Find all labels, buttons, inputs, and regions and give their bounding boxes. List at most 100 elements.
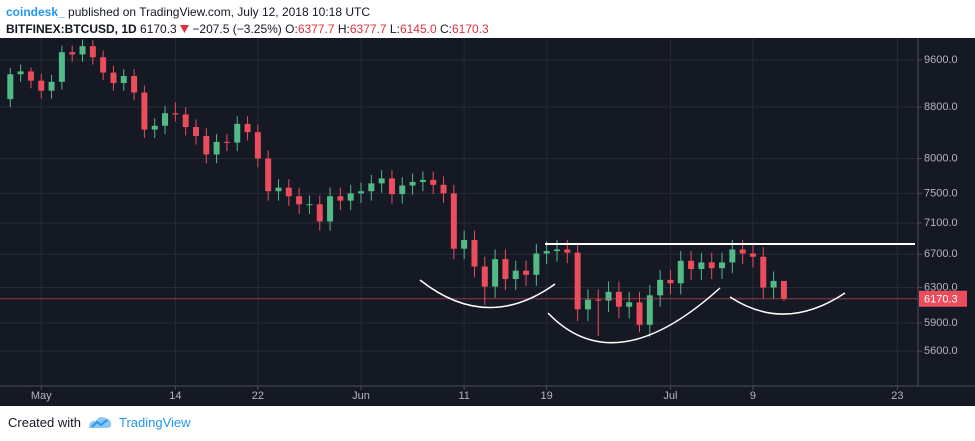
candle-body (419, 179, 426, 182)
y-tick-label: 6700.0 (924, 248, 958, 260)
candle-body (100, 57, 107, 73)
candle-body (358, 191, 365, 194)
x-tick-label: 11 (458, 390, 469, 402)
candle-body (131, 76, 138, 93)
annotations (419, 243, 915, 344)
source[interactable]: coindesk_ (6, 5, 65, 19)
candle-body (760, 256, 767, 288)
candle-body (770, 280, 777, 288)
background (0, 38, 975, 406)
candle-body (688, 260, 695, 269)
candle-body (729, 249, 736, 263)
candle-body (440, 184, 447, 194)
candle-body (244, 123, 251, 133)
candle-body (58, 52, 65, 82)
candle-body (151, 125, 158, 130)
high-label: H: (337, 22, 350, 36)
candle-body (553, 249, 560, 252)
candle-body (337, 196, 344, 201)
candle-body (502, 259, 509, 280)
candle-body (275, 187, 282, 192)
candle-body (296, 196, 303, 205)
candle-body (481, 266, 488, 287)
candle-body (141, 92, 148, 130)
candle-body (17, 71, 24, 75)
logo[interactable] (87, 414, 113, 430)
x-tick-label: Jul (663, 390, 677, 402)
y-tick-label: 7500.0 (924, 187, 958, 199)
candle-body (523, 270, 530, 275)
x-tick-label: May (31, 390, 52, 402)
symbol: BITFINEX:BTCUSD, 1D (6, 22, 137, 36)
low: 6145.0 (399, 22, 437, 36)
grid (0, 38, 918, 386)
pattern-curve (547, 287, 721, 344)
candle-body (657, 279, 664, 296)
close-label: C: (439, 22, 452, 36)
candle-body (543, 251, 550, 254)
candle-body (388, 178, 395, 195)
y-tick-label: 8000.0 (924, 152, 958, 164)
x-tick-label: 23 (891, 390, 903, 402)
candle-body (7, 74, 14, 100)
open-label: O: (285, 22, 298, 36)
axes: 5600.0 5900.0 6300.0 6700.0 7100.0 7500.0 8000… (31, 54, 967, 402)
candle-body (533, 253, 540, 275)
candle-body (564, 249, 571, 253)
low-label: L: (389, 22, 400, 36)
candle-body (316, 204, 323, 222)
candle-body (605, 291, 612, 301)
header: coindesk_ published on TradingView.com, … (6, 0, 966, 38)
candles (0, 39, 918, 337)
candle-body (749, 253, 756, 257)
candle-body (172, 113, 179, 115)
candle-body (461, 239, 468, 249)
published: published on TradingView.com, July 12, 2… (68, 5, 371, 19)
candle-body (512, 270, 519, 280)
open: 6377.7 (297, 22, 335, 36)
y-tick-label: 5900.0 (924, 317, 958, 329)
candle-body (203, 136, 210, 155)
candle-body (162, 113, 169, 126)
candle-body (120, 76, 127, 84)
header-line: BITFINEX:BTCUSD, 1D 6170.3 −207.5 (−3.25… (6, 22, 489, 36)
candle-body (48, 81, 55, 91)
candle-body (409, 181, 416, 186)
candle-body (223, 141, 230, 143)
last-price-box (919, 290, 967, 307)
x-tick-label: 19 (541, 390, 553, 402)
candle-body (739, 249, 746, 254)
candle-body (38, 80, 45, 91)
candle-body (492, 259, 499, 287)
candle-body (182, 114, 189, 128)
candle-body (254, 132, 261, 159)
y-tick-label: 5600.0 (924, 345, 958, 357)
candle-body (646, 295, 653, 325)
pattern-curve (729, 292, 846, 315)
candle-body (698, 262, 705, 269)
brand[interactable]: TradingView (118, 414, 191, 430)
candle-body (430, 179, 437, 185)
y-tick-label: 7100.0 (924, 217, 958, 229)
header-line: coindesk_ published on TradingView.com, … (6, 5, 370, 19)
pattern-curve (419, 279, 556, 309)
candle-body (306, 204, 313, 206)
candle-body (719, 262, 726, 269)
last-price-label: 6170.3 (924, 294, 958, 306)
change: −207.5 (−3.25%) (192, 22, 282, 36)
candle-body (780, 280, 787, 299)
candle-body (265, 158, 272, 192)
x-tick-label: 9 (750, 390, 756, 402)
candle-body (368, 183, 375, 192)
footer: Created with TradingView (8, 414, 191, 430)
candle-body (595, 299, 602, 301)
candle-body (636, 302, 643, 325)
candle-body (471, 239, 478, 267)
candle-body (79, 46, 86, 55)
high: 6377.7 (349, 22, 387, 36)
candle-body (615, 291, 622, 307)
candle-body (399, 185, 406, 195)
created-with: Created with (8, 414, 81, 430)
y-tick-label: 9600.0 (924, 54, 958, 66)
